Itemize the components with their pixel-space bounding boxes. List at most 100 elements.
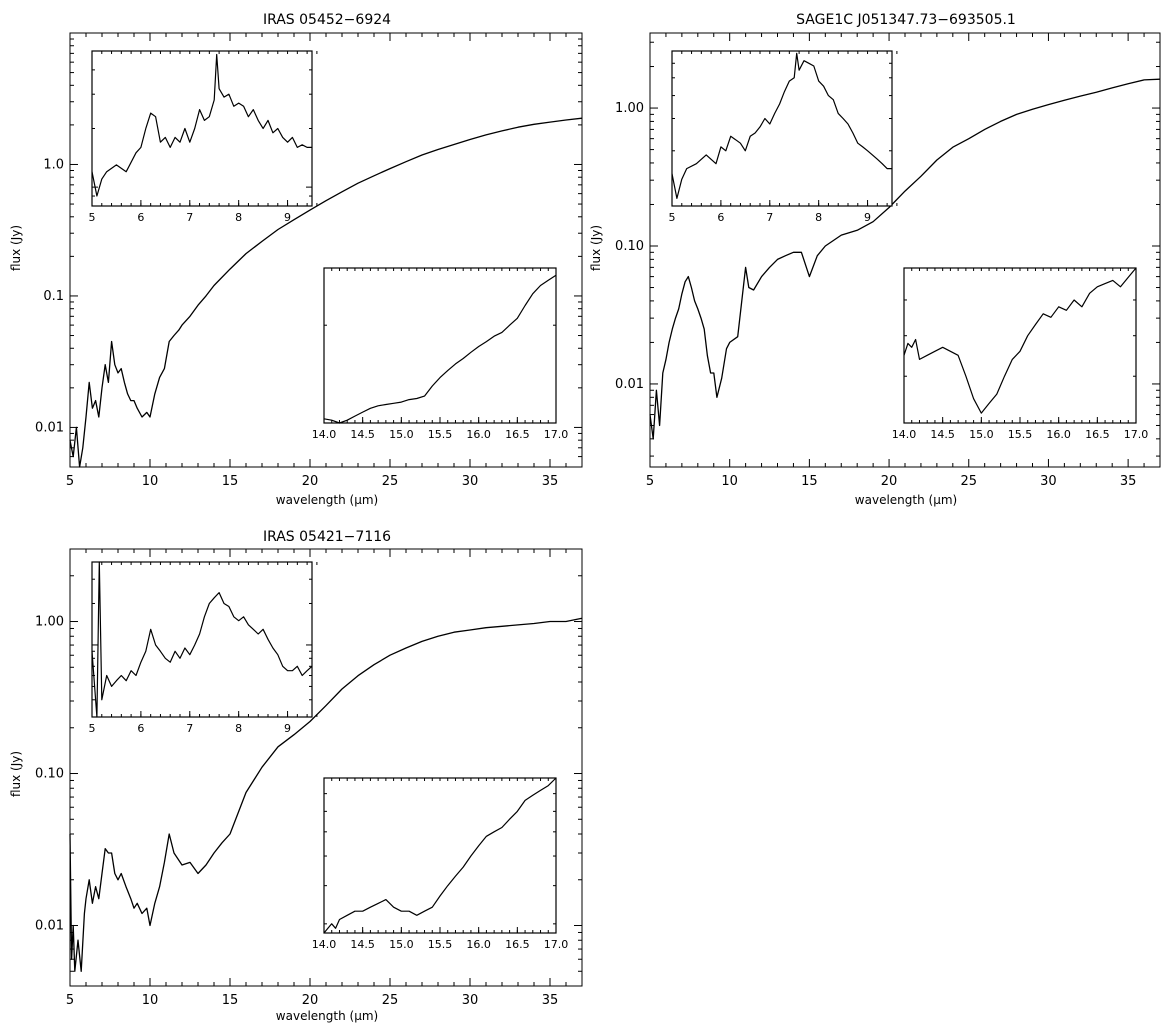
y-tick-label: 0.01 [615, 377, 644, 392]
inset-x-tick-label: 9 [284, 722, 291, 735]
x-tick-label: 15 [222, 993, 239, 1008]
spectrum-line [69, 117, 583, 468]
inset-x-tick-label: 16.0 [466, 938, 491, 951]
x-tick-label: 25 [960, 474, 977, 489]
inset-x-tick-label: 6 [137, 211, 144, 224]
inset-x-tick-label: 8 [235, 211, 242, 224]
inset-x-tick-label: 14.0 [312, 938, 337, 951]
inset-x-tick-label: 7 [186, 211, 193, 224]
x-tick-label: 25 [382, 474, 399, 489]
inset-x-tick-label: 16.0 [466, 428, 491, 441]
y-tick-label: 1.00 [35, 615, 64, 630]
panel-title: SAGE1C J051347.73−693505.1 [796, 12, 1016, 28]
inset-x-tick-label: 15.0 [389, 938, 414, 951]
inset-x-tick-label: 9 [864, 211, 871, 224]
inset-frame [91, 50, 313, 207]
spectrum-line [69, 617, 583, 972]
y-tick-label: 0.01 [35, 919, 64, 934]
x-axis-label: wavelength (μm) [276, 493, 378, 507]
inset-x-tick-label: 15.5 [428, 428, 453, 441]
x-tick-label: 5 [646, 474, 654, 489]
inset-short-wavelength: 5 6 7 8 9 [89, 50, 318, 224]
panel-sage1c-j051347: SAGE1C J051347.73−693505.1 flux (Jy) wav… [589, 12, 1161, 507]
inset-frame [323, 777, 557, 934]
inset-x-tick-label: 17.0 [1124, 428, 1149, 441]
inset-spectrum-line [671, 52, 892, 199]
x-axis-label: wavelength (μm) [855, 493, 957, 507]
inset-spectrum-line [91, 53, 312, 197]
panel-iras-05452-6924: IRAS 05452−6924 flux (Jy) wavelength (μm… [9, 12, 583, 507]
inset-x-tick-label: 14.0 [312, 428, 337, 441]
x-tick-label: 10 [721, 474, 738, 489]
inset-x-tick-label: 6 [137, 722, 144, 735]
y-axis-label: flux (Jy) [9, 225, 23, 271]
inset-x-tick-label: 8 [815, 211, 822, 224]
x-tick-label: 30 [462, 993, 479, 1008]
inset-frame [671, 50, 893, 207]
inset-spectrum-line [91, 561, 313, 718]
inset-x-tick-label: 17.0 [544, 938, 569, 951]
inset-x-tick-label: 15.0 [969, 428, 994, 441]
inset-mid-wavelength: 14.0 14.5 15.0 15.5 16.0 16.5 17.0 [892, 267, 1149, 441]
inset-x-tick-label: 15.5 [1008, 428, 1033, 441]
inset-spectrum-line [323, 777, 557, 934]
inset-x-tick-label: 16.5 [505, 938, 530, 951]
inset-x-tick-label: 14.0 [892, 428, 917, 441]
x-tick-label: 30 [462, 474, 479, 489]
inset-x-tick-label: 6 [717, 211, 724, 224]
inset-mid-wavelength: 14.0 14.5 15.0 15.5 16.0 16.5 17.0 [312, 267, 569, 441]
x-tick-label: 10 [142, 993, 159, 1008]
y-tick-label: 0.10 [35, 767, 64, 782]
y-tick-label: 0.01 [35, 420, 64, 435]
inset-x-tick-label: 5 [89, 211, 96, 224]
x-tick-label: 15 [222, 474, 239, 489]
inset-x-tick-label: 16.0 [1046, 428, 1071, 441]
y-tick-label: 0.1 [43, 289, 64, 304]
x-tick-label: 20 [881, 474, 898, 489]
inset-x-tick-label: 14.5 [930, 428, 955, 441]
inset-x-tick-label: 14.5 [350, 938, 375, 951]
spectrum-line [649, 78, 1161, 440]
inset-x-tick-label: 17.0 [544, 428, 569, 441]
inset-x-tick-label: 14.5 [350, 428, 375, 441]
panel-title: IRAS 05452−6924 [263, 12, 391, 28]
inset-x-tick-label: 7 [186, 722, 193, 735]
inset-x-tick-label: 5 [89, 722, 96, 735]
inset-spectrum-line [323, 274, 557, 424]
x-tick-label: 10 [142, 474, 159, 489]
x-tick-label: 30 [1040, 474, 1057, 489]
panel-iras-05421-7116: IRAS 05421−7116 flux (Jy) wavelength (μm… [9, 529, 583, 1023]
inset-x-tick-label: 9 [284, 211, 291, 224]
x-tick-label: 5 [66, 474, 74, 489]
inset-frame [903, 267, 1137, 424]
panel-title: IRAS 05421−7116 [263, 529, 391, 545]
x-tick-label: 20 [302, 993, 319, 1008]
x-tick-label: 35 [1120, 474, 1137, 489]
y-tick-label: 1.0 [43, 157, 64, 172]
inset-x-tick-label: 5 [669, 211, 676, 224]
y-tick-label: 1.00 [615, 101, 644, 116]
x-tick-label: 5 [66, 993, 74, 1008]
x-tick-label: 20 [302, 474, 319, 489]
x-tick-label: 25 [382, 993, 399, 1008]
inset-x-tick-label: 16.5 [505, 428, 530, 441]
inset-frame [323, 267, 557, 424]
inset-spectrum-line [903, 267, 1137, 414]
x-tick-label: 35 [542, 993, 559, 1008]
inset-short-wavelength: 5 6 7 8 9 [89, 561, 318, 735]
inset-mid-wavelength: 14.0 14.5 15.0 15.5 16.0 16.5 17.0 [312, 777, 569, 951]
x-axis-label: wavelength (μm) [276, 1009, 378, 1023]
inset-short-wavelength: 5 6 7 8 9 [669, 50, 898, 224]
y-axis-label: flux (Jy) [9, 751, 23, 797]
inset-x-tick-label: 16.5 [1085, 428, 1110, 441]
y-tick-label: 0.10 [615, 239, 644, 254]
y-axis-label: flux (Jy) [589, 225, 603, 271]
inset-x-tick-label: 7 [766, 211, 773, 224]
inset-frame [91, 561, 313, 718]
inset-x-tick-label: 8 [235, 722, 242, 735]
x-tick-label: 35 [542, 474, 559, 489]
inset-x-tick-label: 15.0 [389, 428, 414, 441]
x-tick-label: 15 [801, 474, 818, 489]
inset-x-tick-label: 15.5 [428, 938, 453, 951]
